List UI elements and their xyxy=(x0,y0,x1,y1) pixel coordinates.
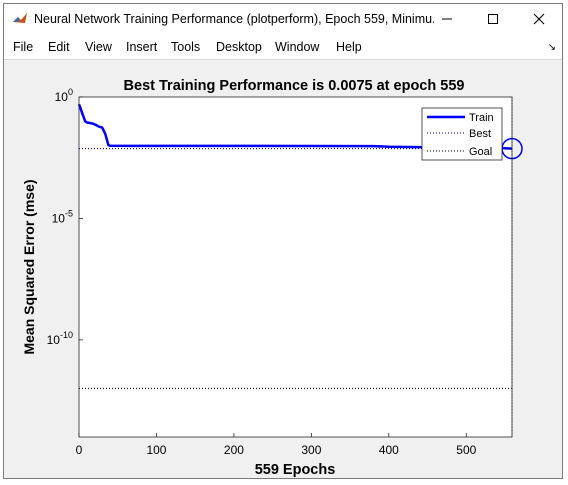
dock-arrow-icon[interactable]: ↘ xyxy=(547,42,556,53)
menu-tools[interactable]: Tools xyxy=(171,40,201,54)
legend-train-label: Train xyxy=(469,112,494,124)
menu-view[interactable]: View xyxy=(85,40,112,54)
figure-canvas: Best Training Performance is 0.0075 at e… xyxy=(4,60,562,478)
legend-goal-label: Goal xyxy=(469,146,492,158)
x-tick-label: 400 xyxy=(379,443,399,457)
close-button[interactable] xyxy=(516,4,562,34)
y-tick-label: 10-5 xyxy=(52,208,73,225)
menu-insert[interactable]: Insert xyxy=(126,40,158,54)
menu-edit[interactable]: Edit xyxy=(48,40,70,54)
title-bar[interactable]: Neural Network Training Performance (plo… xyxy=(4,4,562,34)
menu-help[interactable]: Help xyxy=(336,40,362,54)
y-tick-label: 10-10 xyxy=(47,330,73,347)
x-tick-label: 300 xyxy=(301,443,321,457)
window-title: Neural Network Training Performance (plo… xyxy=(34,12,434,26)
axes-box xyxy=(78,96,513,438)
y-tick-label: 100 xyxy=(55,87,73,104)
menu-file[interactable]: File xyxy=(13,40,34,54)
x-axis-label: 559 Epochs xyxy=(255,462,336,478)
y-axis-label: Mean Squared Error (mse) xyxy=(21,179,37,354)
performance-chart: Best Training Performance is 0.0075 at e… xyxy=(21,78,523,478)
chart-title: Best Training Performance is 0.0075 at e… xyxy=(124,78,465,94)
x-tick-label: 100 xyxy=(146,443,166,457)
menu-window[interactable]: Window xyxy=(275,40,320,54)
x-tick-label: 0 xyxy=(76,443,83,457)
menu-bar: File Edit View Insert Tools Desktop Wind… xyxy=(4,34,562,60)
legend-best-label: Best xyxy=(469,128,491,140)
matlab-icon xyxy=(13,13,27,23)
train-line xyxy=(77,103,513,150)
x-tick-label: 500 xyxy=(456,443,476,457)
figure-window: Neural Network Training Performance (plo… xyxy=(3,3,563,479)
minimize-icon xyxy=(442,18,452,20)
x-tick-label: 200 xyxy=(224,443,244,457)
legend: Train Best Goal xyxy=(421,107,503,161)
minimize-button[interactable] xyxy=(424,4,470,34)
maximize-icon xyxy=(488,14,498,24)
close-icon xyxy=(533,13,545,25)
maximize-button[interactable] xyxy=(470,4,516,34)
menu-desktop[interactable]: Desktop xyxy=(216,40,262,54)
